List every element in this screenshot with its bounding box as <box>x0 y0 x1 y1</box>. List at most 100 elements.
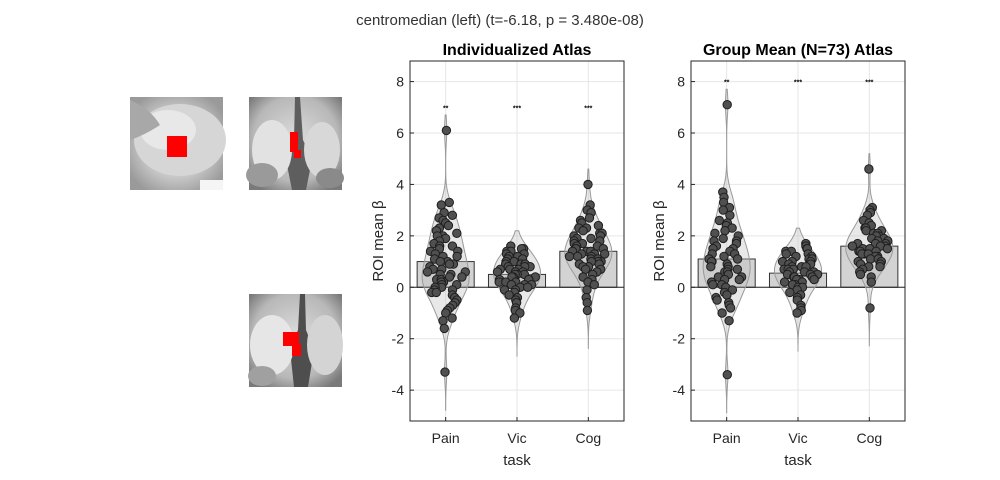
data-point <box>582 305 593 316</box>
chart-title: Group Mean (N=73) Atlas <box>703 42 893 59</box>
data-point <box>779 277 790 287</box>
data-point <box>734 274 744 285</box>
x-tick-label: Vic <box>788 430 807 446</box>
data-point <box>866 277 876 287</box>
roi-mask <box>283 332 299 346</box>
data-point <box>706 262 716 272</box>
y-tick-label: 0 <box>396 279 404 295</box>
data-point <box>444 259 455 269</box>
significance-label: *** <box>584 105 592 112</box>
data-point <box>439 323 449 334</box>
brain-slice-1 <box>130 97 226 190</box>
data-point <box>444 272 455 282</box>
data-point <box>457 272 467 282</box>
data-point <box>710 228 720 239</box>
data-point <box>583 179 593 190</box>
data-point <box>722 370 732 380</box>
data-point <box>564 251 575 262</box>
significance-label: *** <box>513 105 521 112</box>
roi-mask <box>290 132 298 152</box>
data-point <box>785 287 795 298</box>
y-tick-label: 2 <box>396 228 404 244</box>
y-tick-label: -2 <box>392 331 405 347</box>
data-point <box>523 282 533 292</box>
y-tick-label: 8 <box>396 74 404 90</box>
data-point <box>725 210 735 221</box>
y-tick-label: -2 <box>673 331 686 347</box>
brain-slice-3 <box>248 294 343 387</box>
data-point <box>422 267 433 277</box>
data-point <box>447 313 457 323</box>
y-tick-label: 4 <box>396 176 404 192</box>
data-point <box>725 303 736 313</box>
y-axis-label: ROI mean β <box>370 200 387 282</box>
roi-mask <box>292 344 301 356</box>
x-tick-label: Vic <box>507 430 526 446</box>
data-point <box>708 280 718 290</box>
data-point <box>847 241 858 251</box>
data-point <box>717 308 727 318</box>
data-point <box>809 274 819 285</box>
y-tick-label: 8 <box>677 74 685 90</box>
data-point <box>578 226 588 236</box>
data-point <box>781 249 791 259</box>
data-point <box>855 269 866 280</box>
y-tick-label: -4 <box>673 382 686 398</box>
x-tick-label: Cog <box>575 430 601 446</box>
significance-label: ** <box>443 105 449 112</box>
y-tick-label: 6 <box>396 125 404 141</box>
data-point <box>452 251 462 262</box>
brain-slices <box>130 97 344 387</box>
brain-slices-panel <box>0 0 360 480</box>
data-point <box>441 125 452 136</box>
data-point <box>882 244 893 254</box>
y-tick-label: 4 <box>677 176 685 192</box>
y-tick-label: 6 <box>677 125 685 141</box>
data-point <box>865 254 876 264</box>
y-tick-label: 0 <box>677 279 685 295</box>
data-point <box>452 228 462 239</box>
data-point <box>712 295 722 305</box>
data-point <box>720 226 730 236</box>
data-point <box>586 233 596 244</box>
roi-mask <box>294 150 301 158</box>
data-point <box>724 316 734 326</box>
data-point <box>504 290 514 300</box>
brain-slice-2 <box>246 97 344 190</box>
data-point <box>864 164 874 174</box>
data-point <box>719 251 729 262</box>
x-tick-label: Pain <box>432 430 460 446</box>
roi-mask <box>167 136 187 157</box>
data-point <box>589 280 599 290</box>
significance-label: ** <box>724 80 730 87</box>
y-axis-label: ROI mean β <box>651 200 668 282</box>
data-point <box>600 249 610 259</box>
data-point <box>447 210 458 221</box>
data-point <box>865 303 875 313</box>
y-tick-label: 2 <box>677 228 685 244</box>
data-point <box>443 220 454 231</box>
figure-title: centromedian (left) (t=-6.18, p = 3.480e… <box>356 12 644 29</box>
data-point <box>440 367 450 377</box>
x-tick-label: Pain <box>713 430 741 446</box>
data-point <box>718 233 728 244</box>
data-point <box>732 254 743 264</box>
data-point <box>722 290 732 300</box>
x-axis-label: task <box>784 452 812 469</box>
x-tick-label: Cog <box>856 430 882 446</box>
significance-label: *** <box>794 80 802 87</box>
data-point <box>431 287 441 298</box>
x-axis-label: task <box>503 452 531 469</box>
significance-label: *** <box>865 80 873 87</box>
chart-title: Individualized Atlas <box>443 42 592 59</box>
data-point <box>509 313 520 323</box>
data-point <box>584 213 595 223</box>
data-point <box>792 308 802 318</box>
data-point <box>722 100 732 110</box>
data-point <box>875 262 885 272</box>
data-point <box>732 264 743 274</box>
data-point <box>718 205 728 215</box>
y-tick-label: -4 <box>392 382 405 398</box>
